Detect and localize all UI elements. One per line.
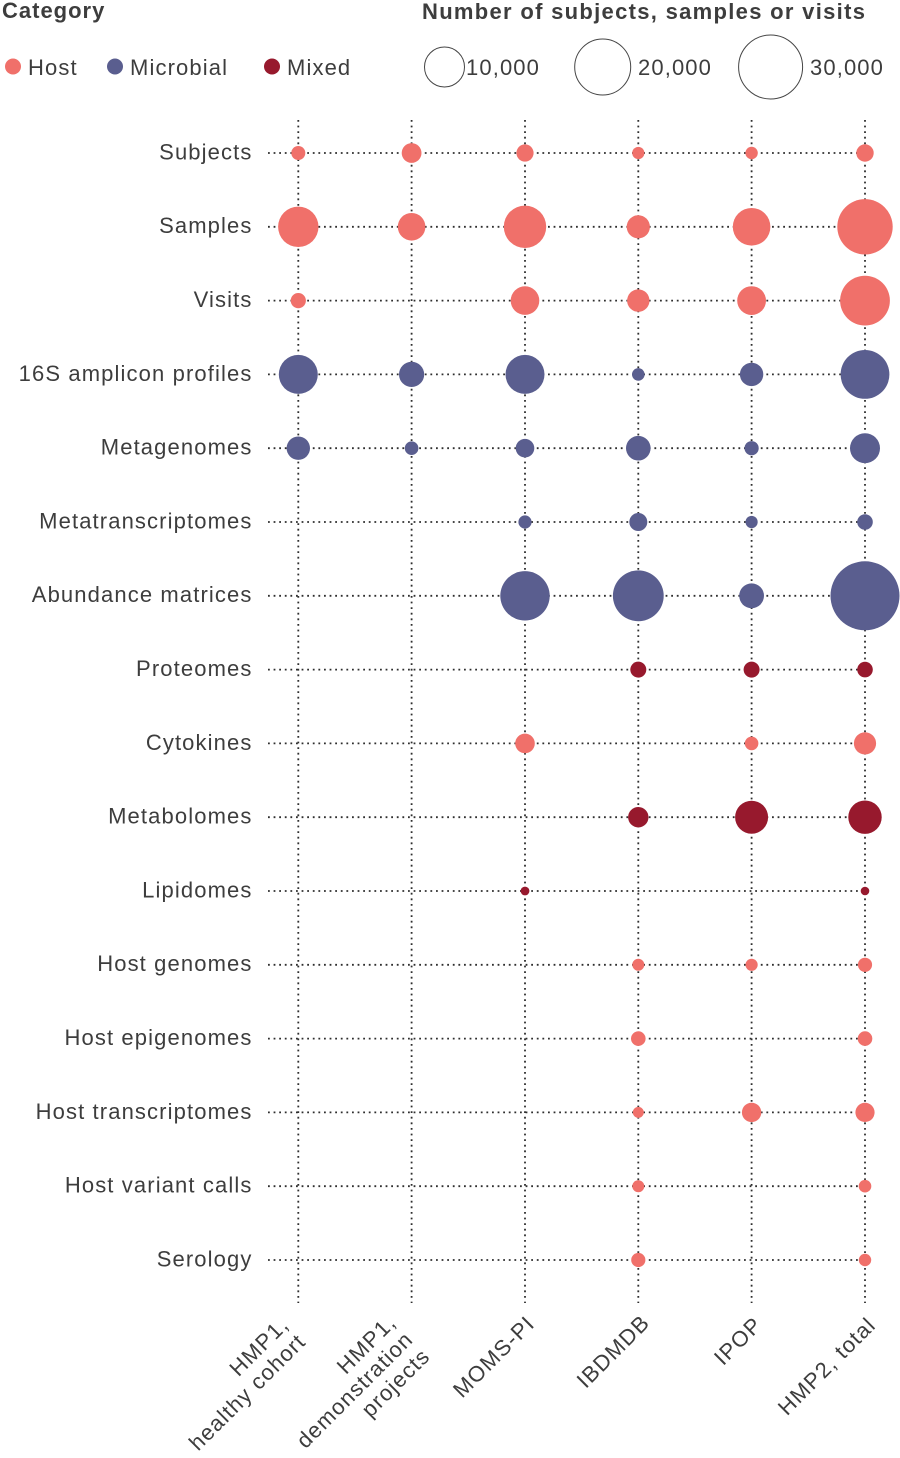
svg-text:Proteomes: Proteomes bbox=[136, 656, 252, 681]
svg-text:Mixed: Mixed bbox=[287, 55, 351, 80]
svg-text:Host transcriptomes: Host transcriptomes bbox=[36, 1099, 253, 1124]
svg-text:10,000: 10,000 bbox=[466, 55, 540, 80]
svg-text:Host epigenomes: Host epigenomes bbox=[64, 1025, 252, 1050]
svg-text:Metatranscriptomes: Metatranscriptomes bbox=[39, 508, 252, 533]
svg-text:Number of subjects, samples or: Number of subjects, samples or visits bbox=[422, 0, 866, 24]
svg-text:Host genomes: Host genomes bbox=[97, 951, 252, 976]
svg-text:Microbial: Microbial bbox=[130, 55, 228, 80]
svg-text:30,000: 30,000 bbox=[810, 55, 884, 80]
svg-text:Lipidomes: Lipidomes bbox=[142, 877, 252, 902]
svg-text:Visits: Visits bbox=[194, 287, 253, 312]
svg-text:Host variant calls: Host variant calls bbox=[65, 1173, 253, 1198]
svg-text:Samples: Samples bbox=[159, 213, 252, 238]
svg-text:Abundance matrices: Abundance matrices bbox=[32, 582, 253, 607]
svg-text:Category: Category bbox=[2, 0, 105, 23]
svg-text:20,000: 20,000 bbox=[638, 55, 712, 80]
svg-text:Serology: Serology bbox=[157, 1246, 253, 1271]
svg-text:16S amplicon profiles: 16S amplicon profiles bbox=[19, 361, 253, 386]
svg-text:Cytokines: Cytokines bbox=[146, 730, 253, 755]
svg-text:Subjects: Subjects bbox=[159, 139, 252, 164]
svg-text:Metabolomes: Metabolomes bbox=[108, 804, 252, 829]
svg-text:Host: Host bbox=[28, 55, 78, 80]
svg-text:Metagenomes: Metagenomes bbox=[101, 435, 253, 460]
